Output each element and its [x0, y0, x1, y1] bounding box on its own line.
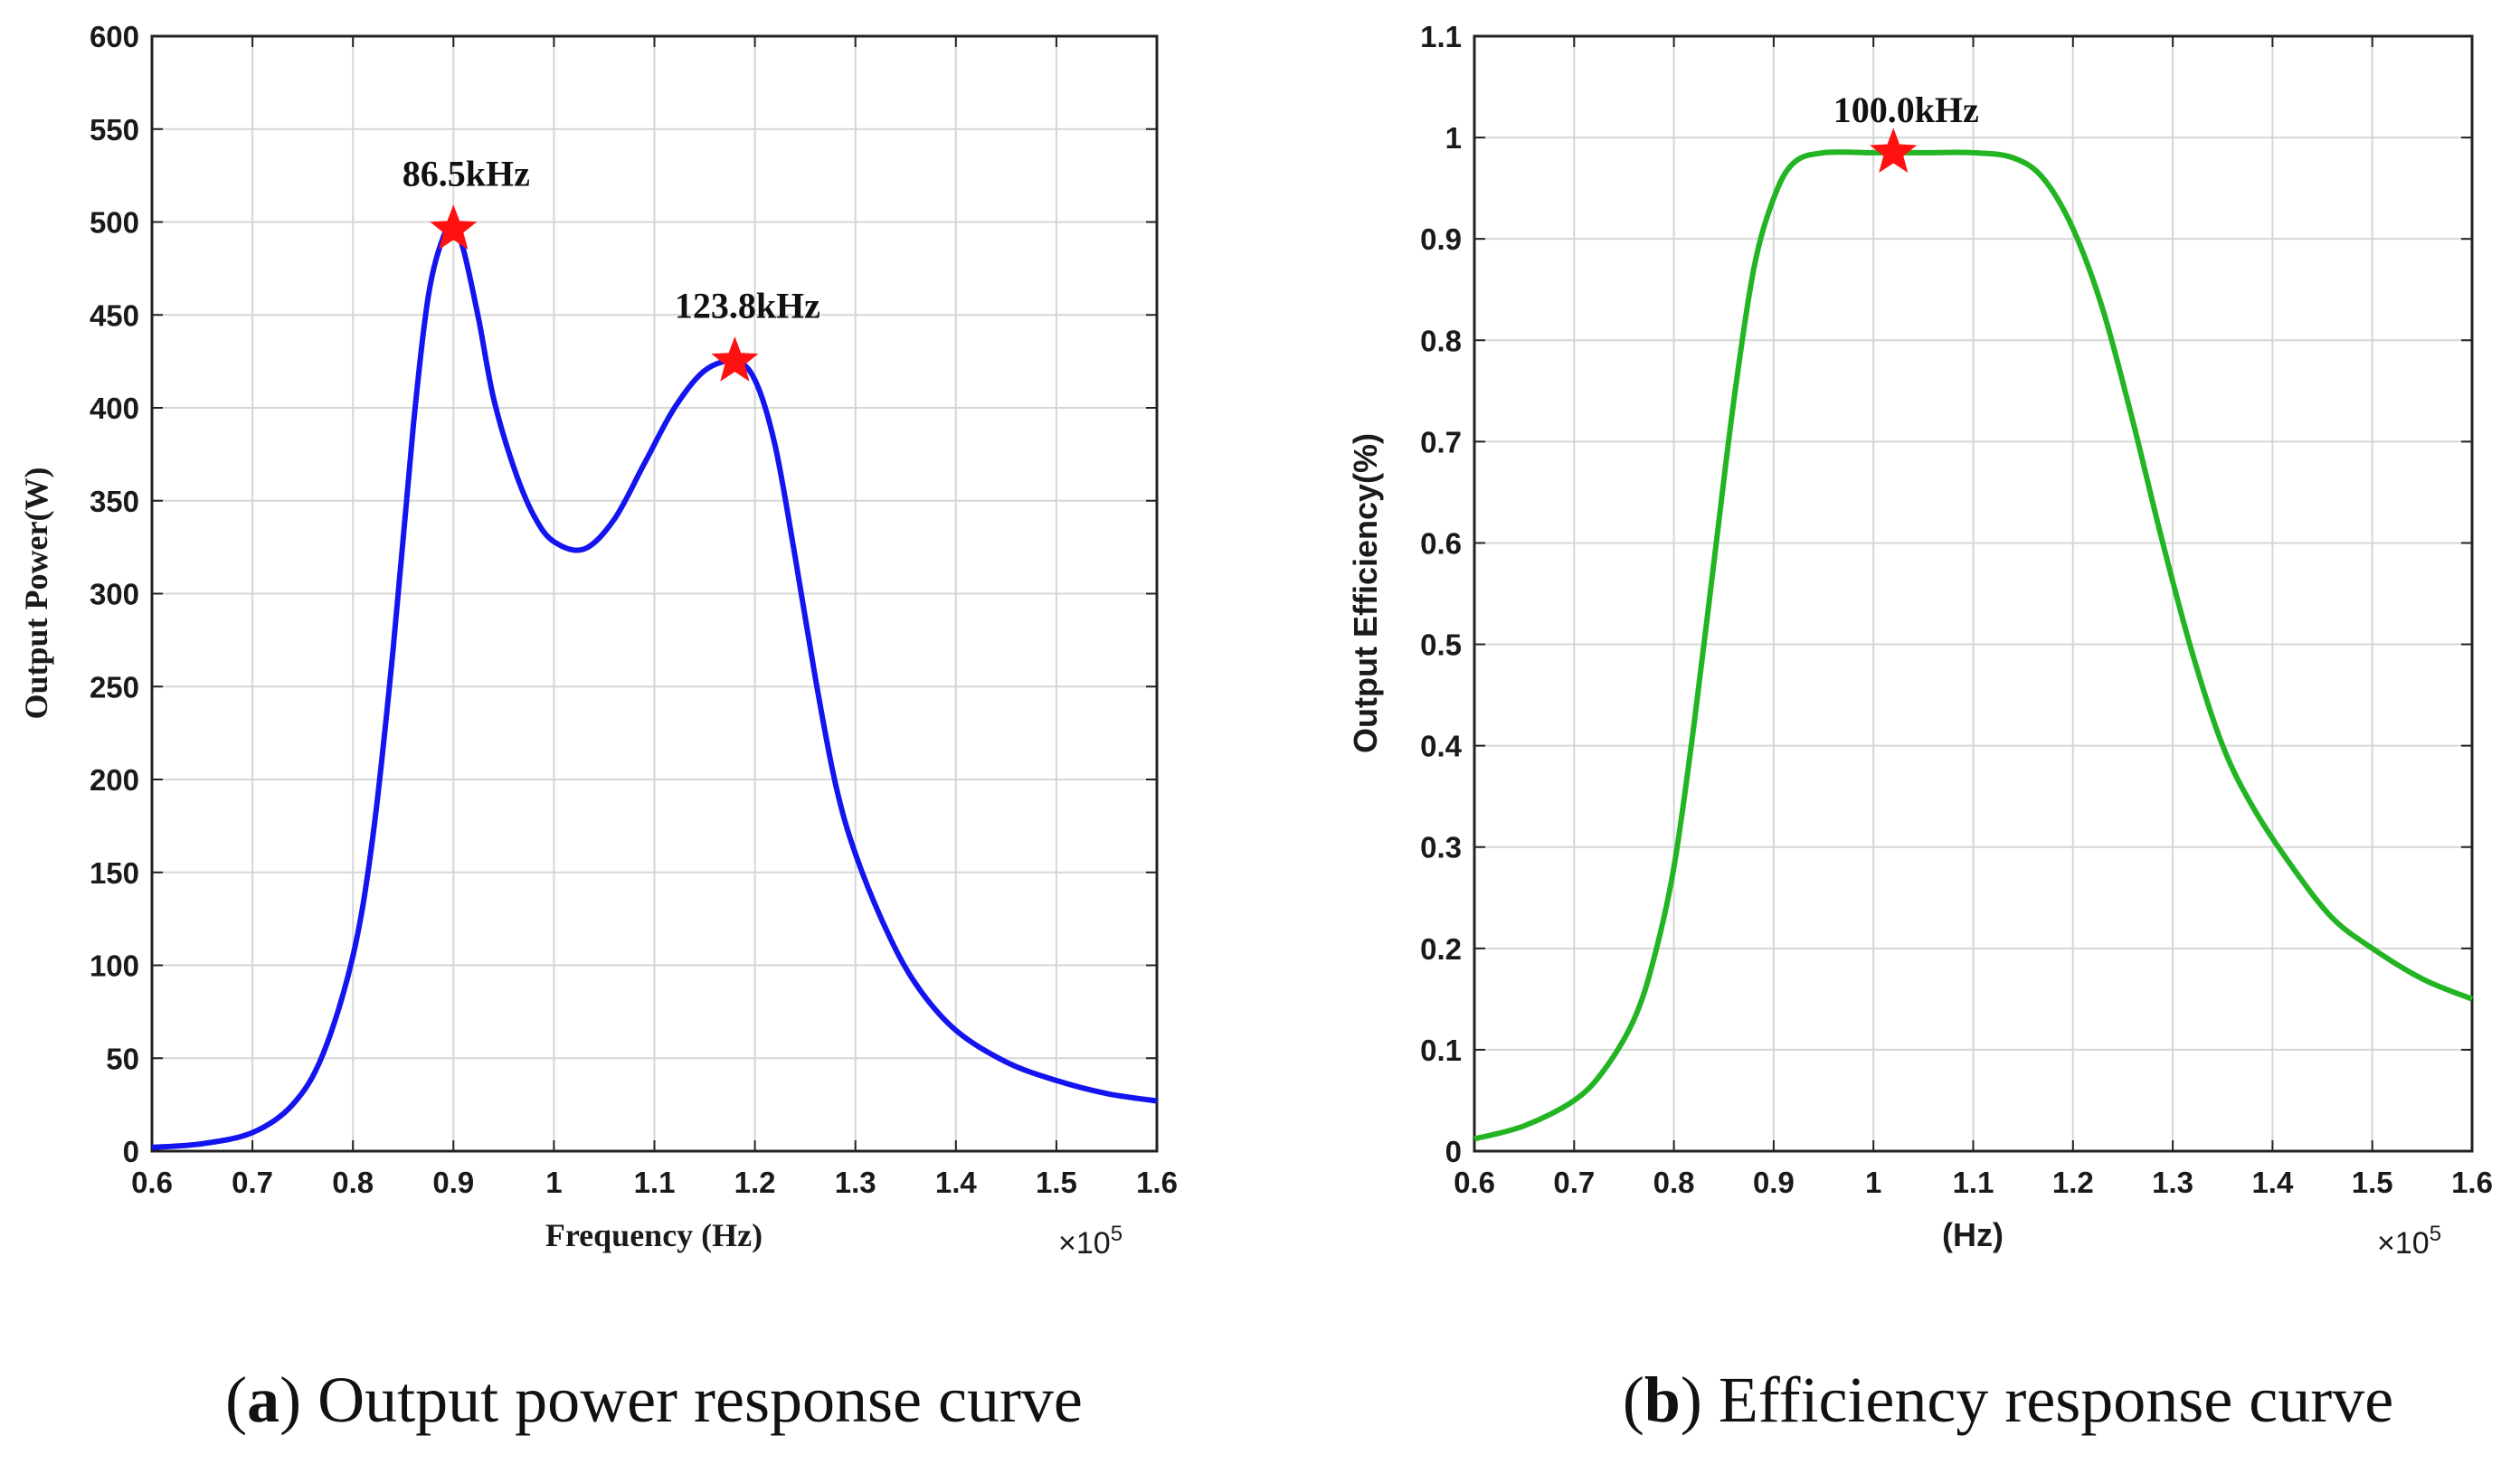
- chart-a-ytick-label: 550: [90, 113, 139, 146]
- chart-b-ytick-label: 0.2: [1420, 932, 1462, 966]
- chart-b-ytick-label: 0.5: [1420, 628, 1462, 662]
- chart-b-xtick-label: 0.6: [1454, 1166, 1495, 1199]
- chart-a-grid: [151, 35, 1158, 1152]
- chart-a-xtick-label: 1.3: [835, 1166, 876, 1199]
- chart-a-plot-frame: [150, 34, 1159, 1153]
- chart-a-peak-label: 123.8kHz: [675, 286, 820, 326]
- chart-a-ytick-label: 200: [90, 763, 139, 797]
- chart-b-xtick-label: 1.5: [2352, 1166, 2393, 1199]
- chart-b-ytick-label: 0.9: [1420, 222, 1462, 256]
- chart-b-caption: (b) Efficiency response curve: [1623, 1364, 2393, 1436]
- chart-a-xtick-label: 0.7: [232, 1166, 273, 1199]
- chart-a-xtick-label: 0.8: [332, 1166, 374, 1199]
- chart-b-peak-label: 100.0kHz: [1833, 90, 1979, 130]
- chart-a-ytick-label: 0: [123, 1135, 139, 1168]
- chart-a-ytick-label: 450: [90, 298, 139, 332]
- chart-b-x-multiplier: ×105: [2377, 1222, 2441, 1261]
- chart-a-xtick-label: 1.1: [634, 1166, 676, 1199]
- chart-b-ytick-label: 0: [1445, 1135, 1462, 1168]
- chart-a-markers: 86.5kHz 123.8kHz: [403, 154, 820, 382]
- chart-b-peak-marker: [1870, 128, 1918, 174]
- chart-a-xtick-label: 0.6: [131, 1166, 173, 1199]
- chart-a-xlabel: Frequency (Hz): [545, 1217, 763, 1253]
- chart-a-ytick-label: 100: [90, 949, 139, 983]
- chart-b-series-line: [1473, 149, 2474, 1142]
- chart-b-xtick-label: 1: [1865, 1166, 1881, 1199]
- chart-a-ytick-label: 250: [90, 670, 139, 704]
- chart-a-ytick-label: 50: [106, 1042, 139, 1075]
- chart-b-xtick-label: 1.2: [2052, 1166, 2094, 1199]
- chart-b-xtick-label: 1.1: [1953, 1166, 1994, 1199]
- chart-a-ytick-label: 350: [90, 485, 139, 518]
- chart-a-ytick-label: 600: [90, 20, 139, 53]
- chart-b-xtick-label: 1.6: [2451, 1166, 2493, 1199]
- chart-b-ylabel: Output Efficiency(%): [1347, 433, 1384, 753]
- chart-b-xtick-label: 1.3: [2152, 1166, 2193, 1199]
- chart-a-series-line: [151, 225, 1158, 1150]
- chart-b-ytick-label: 0.1: [1420, 1034, 1462, 1067]
- chart-b-plot-frame: [1473, 34, 2474, 1153]
- chart-b-grid: [1473, 35, 2473, 1152]
- chart-a-peak-marker: [711, 336, 759, 382]
- chart-b-ytick-label: 1.1: [1420, 20, 1462, 53]
- chart-b-ytick-label: 0.6: [1420, 526, 1462, 560]
- chart-b-ytick-label: 0.4: [1420, 730, 1463, 763]
- chart-a-xtick-label: 1: [545, 1166, 562, 1199]
- chart-a-ytick-label: 150: [90, 856, 139, 890]
- chart-b-ytick-label: 1: [1445, 121, 1462, 155]
- chart-a-ylabel: Output Power(W): [18, 468, 54, 720]
- chart-b-xlabel: (Hz): [1942, 1216, 2004, 1253]
- chart-b-xtick-label: 0.8: [1653, 1166, 1695, 1199]
- chart-a-ytick-label: 400: [90, 392, 139, 425]
- chart-a-xtick-label: 1.5: [1036, 1166, 1077, 1199]
- chart-a-xtick-label: 0.9: [432, 1166, 474, 1199]
- chart-a-xtick-label: 1.6: [1136, 1166, 1178, 1199]
- chart-b-ytick-label: 0.3: [1420, 831, 1462, 864]
- chart-a-peak-label: 86.5kHz: [403, 154, 530, 194]
- chart-b-ytick-label: 0.8: [1420, 324, 1462, 357]
- chart-b: 0.6 0.7 0.8 0.9 1 1.1 1.2 1.3 1.4 1.5 1.6 0 0.1 0.2 0.…: [1347, 20, 2493, 1436]
- chart-b-ticks: 0.6 0.7 0.8 0.9 1 1.1 1.2 1.3 1.4 1.5 1.6 0 0.1 0.2 0.…: [1420, 20, 2493, 1199]
- chart-a: 0.6 0.7 0.8 0.9 1 1.1 1.2 1.3 1.4 1.5 1.6 0 50 100 150…: [18, 20, 1178, 1436]
- chart-a-x-multiplier: ×105: [1058, 1222, 1123, 1261]
- chart-a-caption: (a) Output power response curve: [225, 1364, 1083, 1436]
- chart-a-xtick-label: 1.2: [734, 1166, 776, 1199]
- chart-a-xtick-label: 1.4: [935, 1166, 978, 1199]
- chart-b-ytick-label: 0.7: [1420, 425, 1462, 458]
- chart-b-xtick-label: 0.9: [1753, 1166, 1795, 1199]
- chart-b-xtick-label: 1.4: [2251, 1166, 2294, 1199]
- chart-b-markers: 100.0kHz: [1833, 90, 1979, 174]
- chart-a-ytick-label: 300: [90, 578, 139, 611]
- chart-a-peak-marker: [430, 204, 478, 250]
- chart-a-ytick-label: 500: [90, 206, 139, 240]
- chart-b-xtick-label: 0.7: [1553, 1166, 1595, 1199]
